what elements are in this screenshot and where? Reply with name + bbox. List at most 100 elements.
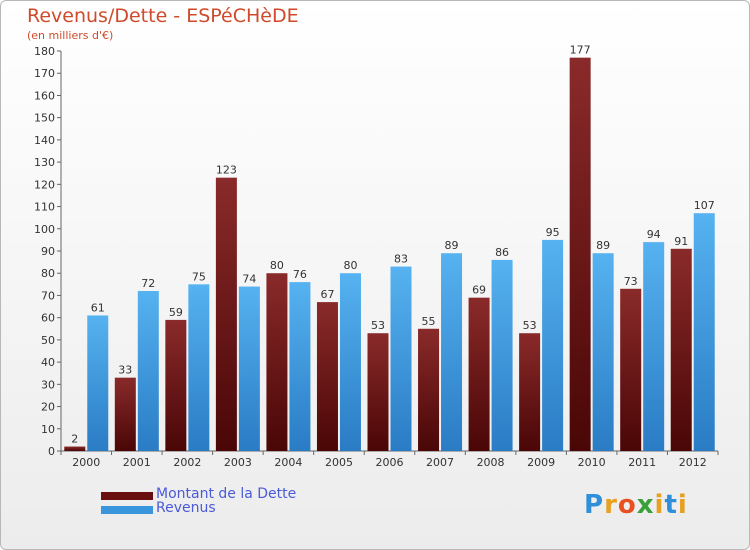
data-label-revenus: 89 [596, 239, 610, 252]
data-label-revenus: 107 [694, 199, 715, 212]
data-label-debt: 53 [371, 319, 385, 332]
y-tick-label: 70 [41, 289, 55, 302]
bar-revenus [137, 291, 159, 451]
bar-revenus [441, 253, 463, 451]
data-label-debt: 33 [118, 364, 132, 377]
data-label-revenus: 74 [242, 273, 256, 286]
bar-debt [519, 333, 541, 451]
data-label-debt: 59 [169, 306, 183, 319]
x-tick-label: 2005 [325, 456, 353, 469]
y-tick-label: 160 [34, 89, 55, 102]
bar-revenus [542, 239, 564, 451]
data-label-debt: 80 [270, 259, 284, 272]
y-tick-label: 100 [34, 223, 55, 236]
y-tick-label: 140 [34, 134, 55, 147]
x-tick-label: 2001 [123, 456, 151, 469]
data-label-revenus: 86 [495, 246, 509, 259]
y-tick-label: 130 [34, 156, 55, 169]
x-tick-label: 2000 [72, 456, 100, 469]
x-tick-label: 2012 [679, 456, 707, 469]
legend-label-debt: Montant de la Dette [156, 486, 297, 502]
chart-title: Revenus/Dette - ESPéCHèDE [27, 5, 299, 27]
data-label-debt: 69 [472, 284, 486, 297]
logo-letter: i [654, 490, 665, 520]
y-tick-label: 80 [41, 267, 55, 280]
y-tick-label: 90 [41, 245, 55, 258]
chart-subtitle: (en milliers d'€) [27, 29, 114, 42]
logo-letter: t [664, 490, 678, 520]
logo-letter: r [604, 490, 618, 520]
data-label-debt: 2 [71, 433, 78, 446]
logo-letter: o [617, 490, 637, 520]
data-label-debt: 67 [320, 288, 334, 301]
x-tick-label: 2009 [527, 456, 555, 469]
x-tick-label: 2004 [274, 456, 302, 469]
y-tick-label: 170 [34, 67, 55, 80]
data-label-revenus: 83 [394, 253, 408, 266]
bar-debt [215, 177, 237, 451]
y-tick-label: 110 [34, 201, 55, 214]
y-tick-label: 60 [41, 312, 55, 325]
y-tick-label: 30 [41, 378, 55, 391]
data-label-revenus: 89 [445, 239, 459, 252]
x-tick-label: 2003 [224, 456, 252, 469]
bar-debt [367, 333, 389, 451]
x-tick-label: 2011 [628, 456, 656, 469]
bar-revenus [87, 315, 109, 451]
x-tick-label: 2010 [578, 456, 606, 469]
bar-debt [114, 377, 136, 451]
data-label-revenus: 94 [647, 228, 661, 241]
bar-revenus [289, 282, 311, 451]
data-label-debt: 123 [216, 164, 237, 177]
x-tick-label: 2006 [376, 456, 404, 469]
bar-revenus [491, 259, 513, 451]
bar-debt [165, 319, 187, 451]
x-tick-label: 2002 [173, 456, 201, 469]
bar-revenus [339, 273, 361, 451]
data-label-revenus: 76 [293, 268, 307, 281]
data-label-revenus: 72 [141, 277, 155, 290]
bar-debt [569, 57, 591, 452]
y-tick-label: 180 [34, 45, 55, 58]
y-tick-label: 50 [41, 334, 55, 347]
x-tick-label: 2007 [426, 456, 454, 469]
legend-label-revenus: Revenus [156, 500, 216, 516]
bar-revenus [238, 286, 260, 451]
bar-revenus [693, 213, 715, 451]
bar-debt [266, 273, 288, 451]
legend-swatch-debt [101, 492, 153, 500]
bar-debt [316, 302, 338, 451]
y-tick-label: 120 [34, 178, 55, 191]
x-tick-label: 2008 [477, 456, 505, 469]
bar-debt [670, 248, 692, 451]
data-label-revenus: 80 [343, 259, 357, 272]
data-label-debt: 55 [422, 315, 436, 328]
logo-letter: x [636, 490, 655, 520]
data-label-revenus: 61 [91, 301, 105, 314]
data-label-debt: 53 [523, 319, 537, 332]
bar-debt [418, 328, 440, 451]
bar-revenus [390, 266, 412, 451]
bar-debt [620, 288, 642, 451]
bars: 2 61 33 72 59 75 123 74 80 76 67 80 53 83 55 89 69 86 53 95… [64, 44, 715, 452]
bar-revenus [592, 253, 614, 451]
logo-letter: i [677, 490, 688, 520]
bar-revenus [188, 284, 210, 451]
legend-swatch-revenus [101, 506, 153, 514]
data-label-debt: 91 [674, 235, 688, 248]
axes: 0 10 20 30 40 50 60 70 80 90 100 110 120 130 140 150 160… [34, 45, 719, 469]
bar-debt [468, 297, 490, 451]
data-label-revenus: 95 [546, 226, 560, 239]
data-label-revenus: 75 [192, 270, 206, 283]
y-tick-label: 40 [41, 356, 55, 369]
data-label-debt: 177 [570, 44, 591, 57]
bar-debt [64, 446, 86, 451]
data-label-debt: 73 [624, 275, 638, 288]
proxiti-logo: Proxiti [584, 490, 688, 520]
y-tick-label: 150 [34, 112, 55, 125]
y-tick-label: 0 [48, 445, 55, 458]
y-tick-label: 20 [41, 401, 55, 414]
y-tick-label: 10 [41, 423, 55, 436]
